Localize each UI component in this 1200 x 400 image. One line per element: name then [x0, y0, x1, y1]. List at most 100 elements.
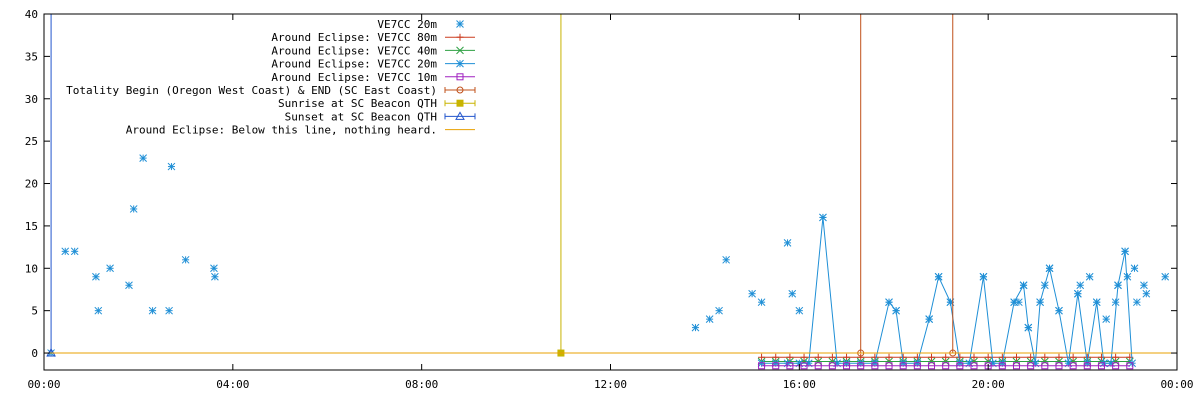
data-point	[1045, 264, 1054, 273]
marker-stroke	[715, 306, 723, 315]
legend-entry: Around Eclipse: Below this line, nothing…	[126, 124, 475, 137]
legend-marker	[456, 33, 464, 41]
marker-stroke	[70, 247, 79, 256]
marker-shape	[814, 362, 822, 370]
x-tick-label: 04:00	[216, 378, 249, 391]
marker-shape	[1083, 362, 1091, 370]
marker-stroke	[1055, 306, 1063, 315]
data-point	[970, 353, 978, 361]
data-point	[979, 272, 988, 281]
data-point	[828, 353, 836, 361]
data-point	[1010, 298, 1018, 307]
data-point	[70, 247, 79, 256]
series-5	[857, 14, 957, 357]
series-4	[758, 362, 1134, 370]
y-tick-label: 20	[25, 178, 38, 191]
marker-shape	[456, 73, 464, 81]
data-point	[691, 323, 700, 332]
data-point	[705, 315, 714, 323]
data-point	[715, 306, 723, 315]
data-point	[165, 306, 173, 315]
series-3	[757, 213, 1137, 368]
legend-label: Around Eclipse: VE7CC 20m	[271, 58, 437, 71]
legend-marker	[456, 86, 464, 94]
data-point	[210, 264, 218, 273]
marker-shape	[1041, 362, 1049, 370]
data-point	[941, 357, 950, 366]
marker-shape	[1027, 362, 1035, 370]
legend-marker	[456, 73, 464, 81]
series-0	[47, 154, 1170, 357]
y-tick-label: 10	[25, 262, 38, 275]
data-point	[800, 353, 808, 361]
marker-stroke	[1074, 289, 1082, 298]
data-point	[1055, 362, 1063, 370]
x-tick-label: 00:00	[1160, 378, 1193, 391]
legend-label: Around Eclipse: VE7CC 40m	[271, 44, 437, 57]
marker-stroke	[788, 289, 797, 298]
data-point	[800, 357, 808, 366]
marker-stroke	[106, 264, 114, 273]
data-point	[1027, 353, 1035, 361]
marker-stroke	[129, 205, 138, 213]
data-point	[1055, 306, 1063, 315]
y-tick-label: 35	[25, 50, 38, 63]
data-point	[722, 255, 731, 264]
data-point	[748, 289, 756, 298]
marker-stroke	[1085, 272, 1094, 281]
data-point	[956, 353, 964, 361]
y-tick-label: 40	[25, 8, 38, 21]
plot-frame	[43, 13, 1178, 371]
marker-shape	[928, 362, 936, 370]
marker-shape	[913, 362, 921, 370]
axes: 0 5 10 15 20 25 30 35 40 00:00 04:00 08:00 12:00 16:0…	[25, 8, 1194, 391]
data-point	[814, 362, 822, 370]
data-point	[1012, 362, 1020, 370]
marker-stroke	[1036, 298, 1044, 307]
series-2	[757, 357, 1134, 366]
data-point	[1012, 357, 1021, 366]
marker-stroke	[941, 357, 950, 366]
data-point	[757, 298, 766, 307]
marker-shape	[455, 111, 465, 120]
x-tick-label: 12:00	[594, 378, 627, 391]
marker-stroke	[181, 255, 190, 264]
marker-stroke	[979, 272, 988, 281]
y-tick-label: 5	[31, 305, 38, 318]
data-point	[942, 353, 950, 361]
data-point	[814, 357, 823, 366]
data-point	[1123, 272, 1132, 281]
marker-stroke	[1040, 357, 1049, 366]
data-point	[934, 272, 943, 281]
marker-stroke	[1114, 281, 1122, 290]
data-point	[167, 162, 176, 171]
data-point	[1027, 362, 1035, 370]
data-point	[61, 247, 70, 256]
data-point	[871, 353, 879, 361]
data-point	[819, 213, 827, 222]
series-6	[557, 14, 565, 357]
marker-stroke	[722, 255, 731, 264]
data-point	[1142, 289, 1151, 298]
marker-stroke	[456, 46, 464, 55]
marker-stroke	[925, 315, 934, 323]
marker-stroke	[1142, 289, 1151, 298]
marker-stroke	[1019, 281, 1028, 290]
marker-stroke	[210, 264, 218, 273]
marker-stroke	[1111, 357, 1120, 366]
data-point	[125, 281, 133, 290]
data-point	[181, 255, 190, 264]
data-point	[1069, 362, 1077, 370]
marker-shape	[899, 362, 907, 370]
marker-stroke	[1140, 281, 1148, 290]
marker-stroke	[783, 239, 792, 247]
data-point	[970, 362, 978, 370]
data-point	[1083, 362, 1091, 370]
data-point	[795, 306, 804, 315]
data-point	[783, 239, 792, 247]
marker-shape	[871, 362, 879, 370]
marker-shape	[1055, 362, 1063, 370]
legend-entry: VE7CC 20m	[377, 18, 464, 31]
